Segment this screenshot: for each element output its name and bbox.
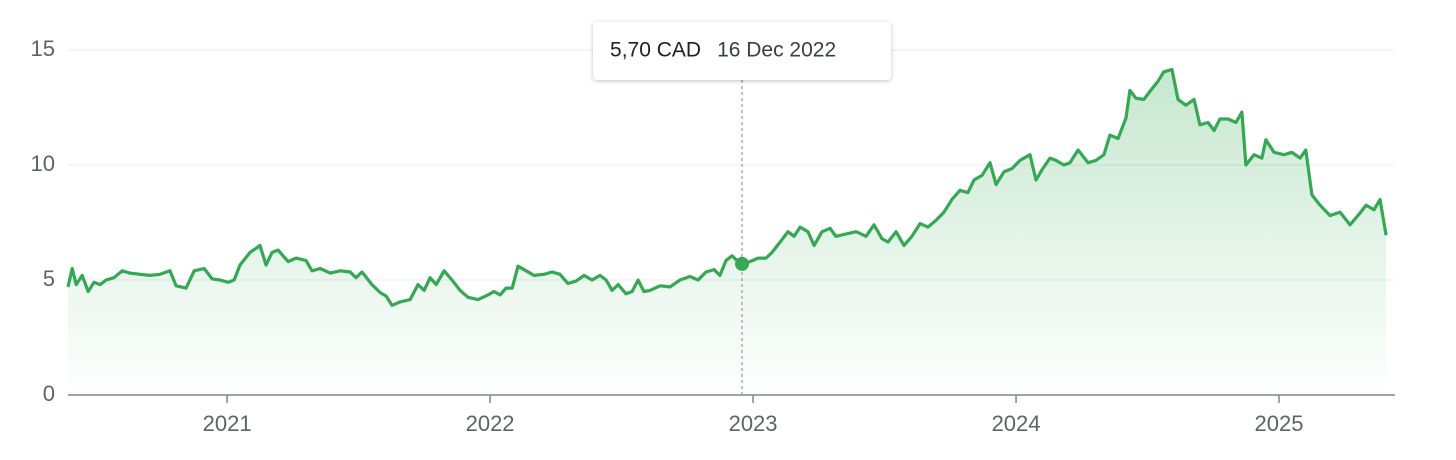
tooltip: 5,70 CAD 16 Dec 2022 [593, 22, 892, 80]
x-tick-label: 2024 [992, 411, 1041, 436]
hover-point [735, 256, 750, 271]
x-tick-label: 2022 [466, 411, 515, 436]
y-tick-label: 10 [31, 151, 55, 176]
tooltip-date: 16 Dec 2022 [717, 39, 836, 62]
y-tick-label: 15 [31, 36, 55, 61]
tooltip-box [593, 22, 892, 80]
x-tick-label: 2023 [729, 411, 778, 436]
y-tick-label: 0 [43, 381, 55, 406]
y-tick-label: 5 [43, 266, 55, 291]
x-tick-label: 2025 [1255, 411, 1304, 436]
price-area [68, 69, 1387, 395]
x-tick-label: 2021 [203, 411, 252, 436]
tooltip-value: 5,70 CAD [610, 39, 701, 62]
price-line [66, 68, 1388, 307]
